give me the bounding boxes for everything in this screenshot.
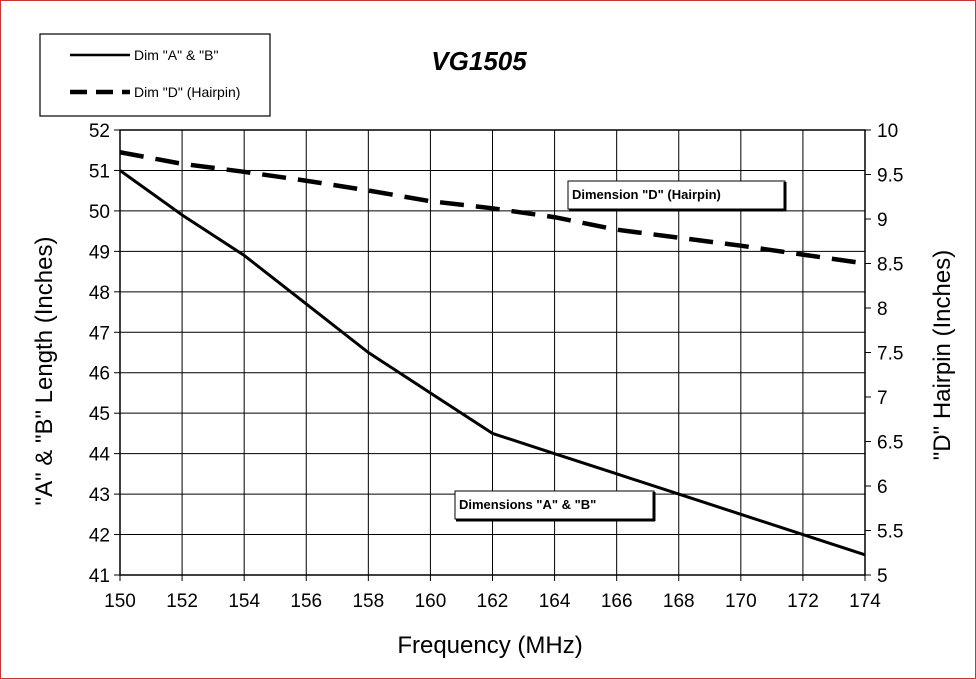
x-tick-label: 150 bbox=[104, 591, 136, 612]
y2-tick-label: 6 bbox=[877, 477, 888, 498]
y-tick-label: 52 bbox=[89, 121, 110, 142]
x-tick-label: 172 bbox=[787, 591, 819, 612]
x-tick-label: 174 bbox=[849, 591, 881, 612]
annotation-hairpin: Dimension "D" (Hairpin) bbox=[567, 180, 787, 212]
x-tick-label: 156 bbox=[290, 591, 322, 612]
y2-tick-label: 5 bbox=[877, 566, 888, 587]
x-tick-label: 158 bbox=[352, 591, 384, 612]
y2-tick-label: 8 bbox=[877, 299, 888, 320]
y-tick-label: 46 bbox=[89, 364, 110, 385]
tick-labels: 150 152 154 156 158 160 162 164 166 168 170 172 174 4… bbox=[89, 121, 904, 612]
legend-box bbox=[39, 33, 271, 117]
legend-label-series-2: Dim "D" (Hairpin) bbox=[134, 84, 240, 100]
y2-axis-title: "D" Hairpin (Inches) bbox=[929, 250, 956, 460]
series-line-2 bbox=[119, 150, 866, 266]
x-tick-label: 152 bbox=[166, 591, 198, 612]
y-tick-label: 51 bbox=[89, 161, 110, 182]
series-layer bbox=[119, 150, 866, 557]
y2-tick-label: 7 bbox=[877, 388, 888, 409]
y2-tick-label: 10 bbox=[877, 121, 898, 142]
legend-label-series-1: Dim "A" & "B" bbox=[134, 47, 218, 63]
chart-title: VG1505 bbox=[431, 46, 527, 76]
y-tick-label: 50 bbox=[89, 202, 110, 223]
y-tick-label: 48 bbox=[89, 283, 110, 304]
y-tick-label: 44 bbox=[89, 445, 111, 466]
y2-tick-label: 6.5 bbox=[877, 433, 903, 454]
legend: Dim "A" & "B" Dim "D" (Hairpin) bbox=[39, 33, 271, 117]
annotation-hairpin-label: Dimension "D" (Hairpin) bbox=[572, 187, 721, 202]
y2-tick-label: 9.5 bbox=[877, 166, 903, 187]
y2-tick-label: 8.5 bbox=[877, 255, 903, 276]
annotation-ab-label: Dimensions "A" & "B" bbox=[459, 497, 596, 512]
y-tick-label: 45 bbox=[89, 404, 110, 425]
y2-tick-label: 5.5 bbox=[877, 522, 903, 543]
y2-tick-label: 9 bbox=[877, 210, 888, 231]
y-tick-label: 43 bbox=[89, 485, 110, 506]
y-tick-label: 41 bbox=[89, 566, 110, 587]
y2-tick-label: 7.5 bbox=[877, 344, 903, 365]
series-line-1 bbox=[119, 169, 866, 557]
x-tick-label: 170 bbox=[725, 591, 757, 612]
x-tick-label: 168 bbox=[663, 591, 695, 612]
annotation-ab: Dimensions "A" & "B" bbox=[454, 490, 656, 522]
x-tick-label: 164 bbox=[539, 591, 571, 612]
x-tick-label: 166 bbox=[601, 591, 633, 612]
y-axis-title: "A" & "B" Length (Inches) bbox=[31, 237, 58, 506]
x-tick-label: 160 bbox=[415, 591, 447, 612]
y-tick-label: 49 bbox=[89, 242, 110, 263]
x-tick-label: 162 bbox=[477, 591, 509, 612]
y-tick-label: 42 bbox=[89, 526, 110, 547]
x-tick-label: 154 bbox=[228, 591, 260, 612]
x-axis-title: Frequency (MHz) bbox=[397, 632, 582, 659]
y-tick-label: 47 bbox=[89, 323, 110, 344]
